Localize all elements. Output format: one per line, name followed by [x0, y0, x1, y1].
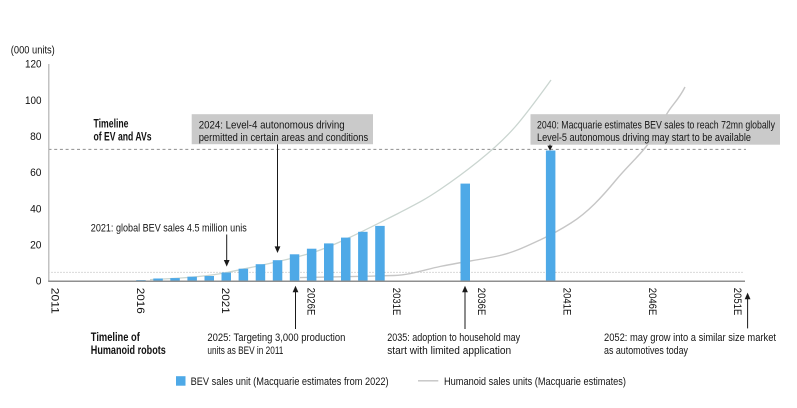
- svg-text:BEV sales unit (Macquarie esti: BEV sales unit (Macquarie estimates from…: [191, 376, 389, 388]
- svg-text:as automotives today: as automotives today: [604, 345, 688, 357]
- svg-text:Timeline of: Timeline of: [91, 332, 140, 344]
- svg-text:Timeline: Timeline: [94, 119, 129, 131]
- svg-text:units as BEV in 2011: units as BEV in 2011: [207, 345, 283, 357]
- svg-text:2021: global BEV sales 4.5 mil: 2021: global BEV sales 4.5 million unis: [91, 222, 247, 234]
- svg-text:2036E: 2036E: [475, 288, 487, 316]
- svg-text:40: 40: [30, 203, 41, 215]
- svg-text:2024: Level-4 autonomous drivi: 2024: Level-4 autonomous driving: [199, 119, 345, 131]
- svg-text:80: 80: [30, 131, 41, 143]
- svg-text:(000 units): (000 units): [11, 45, 55, 57]
- svg-text:2021: 2021: [219, 288, 231, 314]
- svg-text:2035: adoption to household ma: 2035: adoption to household may: [387, 332, 520, 344]
- svg-text:Humanoid sales units (Macquari: Humanoid sales units (Macquarie estimate…: [444, 376, 626, 388]
- svg-text:60: 60: [30, 167, 41, 179]
- svg-text:2046E: 2046E: [646, 288, 658, 316]
- svg-text:Humanoid robots: Humanoid robots: [91, 345, 166, 357]
- svg-text:2025: Targeting 3,000 producti: 2025: Targeting 3,000 production: [207, 332, 345, 344]
- svg-text:of EV and AVs: of EV and AVs: [94, 132, 152, 144]
- svg-text:2040: Macquarie estimates BEV: 2040: Macquarie estimates BEV sales to r…: [537, 119, 775, 131]
- svg-text:0: 0: [36, 276, 42, 288]
- svg-text:120: 120: [25, 59, 42, 71]
- svg-text:2011: 2011: [48, 288, 60, 314]
- svg-text:2016: 2016: [134, 288, 146, 314]
- svg-text:2041E: 2041E: [561, 288, 573, 316]
- svg-text:start with limited application: start with limited application: [387, 345, 511, 357]
- svg-text:permitted in certain areas and: permitted in certain areas and condition…: [199, 132, 369, 144]
- svg-text:2051E: 2051E: [731, 288, 743, 316]
- svg-text:Level-5 autonomous driving may: Level-5 autonomous driving may start to …: [537, 132, 751, 144]
- svg-text:2031E: 2031E: [390, 288, 402, 316]
- svg-text:2052: may grow into a similar: 2052: may grow into a similar size marke…: [604, 332, 776, 344]
- svg-text:20: 20: [30, 239, 41, 251]
- svg-text:2026E: 2026E: [305, 288, 317, 316]
- svg-text:100: 100: [25, 95, 42, 107]
